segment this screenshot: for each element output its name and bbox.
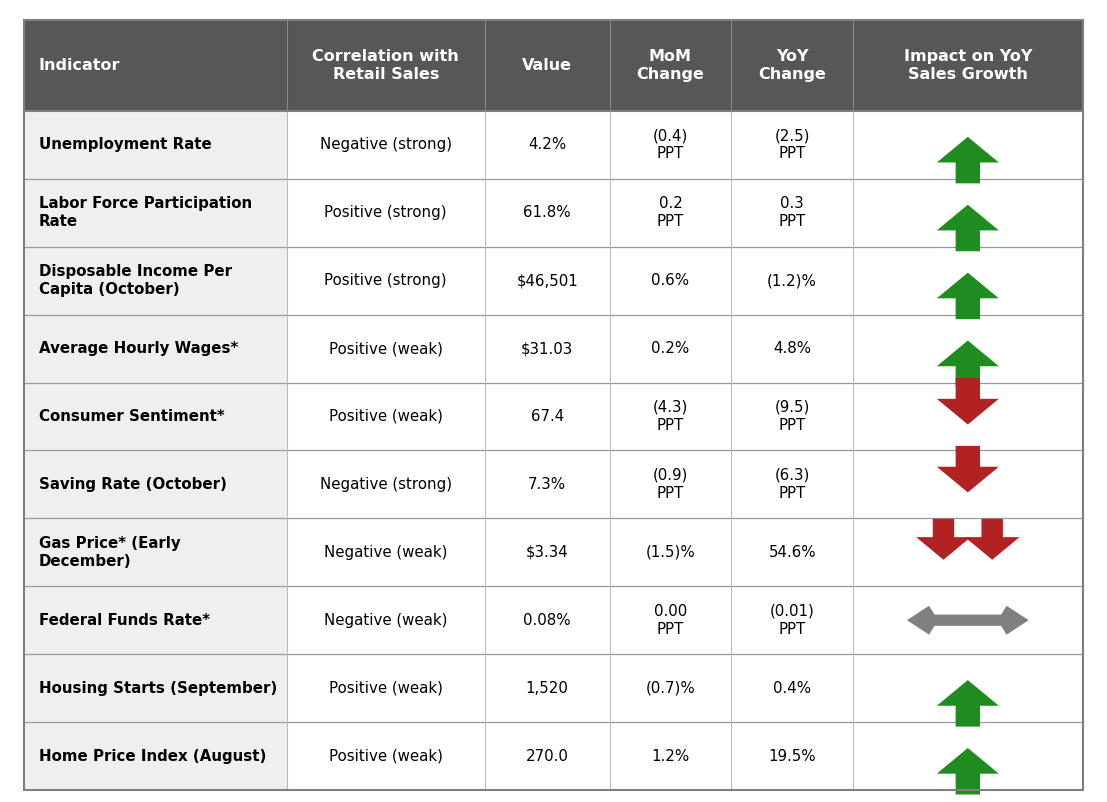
Text: (0.7)%: (0.7)% — [645, 681, 695, 695]
Text: (4.3)
PPT: (4.3) PPT — [653, 400, 689, 433]
Text: 1.2%: 1.2% — [651, 748, 690, 764]
Text: MoM
Change: MoM Change — [637, 49, 704, 82]
Text: (6.3)
PPT: (6.3) PPT — [775, 468, 810, 501]
Text: 4.8%: 4.8% — [773, 341, 811, 356]
Text: 67.4: 67.4 — [530, 409, 563, 424]
Text: 61.8%: 61.8% — [524, 205, 571, 221]
Text: Impact on YoY
Sales Growth: Impact on YoY Sales Growth — [903, 49, 1032, 82]
Text: Saving Rate (October): Saving Rate (October) — [39, 477, 227, 492]
Text: Unemployment Rate: Unemployment Rate — [39, 137, 211, 152]
Polygon shape — [937, 273, 999, 319]
Text: (2.5)
PPT: (2.5) PPT — [775, 128, 810, 161]
Text: Average Hourly Wages*: Average Hourly Wages* — [39, 341, 238, 356]
Polygon shape — [937, 446, 999, 492]
Text: 0.4%: 0.4% — [773, 681, 811, 695]
Bar — [24, 20, 1083, 111]
Text: Consumer Sentiment*: Consumer Sentiment* — [39, 409, 225, 424]
Bar — [24, 586, 287, 654]
Text: Negative (weak): Negative (weak) — [324, 613, 447, 628]
Bar — [24, 247, 287, 314]
Bar — [287, 383, 1083, 451]
Polygon shape — [937, 680, 999, 727]
Bar — [24, 383, 287, 451]
Text: (1.5)%: (1.5)% — [645, 545, 695, 560]
Text: Positive (strong): Positive (strong) — [324, 205, 447, 221]
Polygon shape — [937, 341, 999, 387]
Polygon shape — [917, 519, 971, 560]
Text: Negative (weak): Negative (weak) — [324, 545, 447, 560]
Text: 270.0: 270.0 — [526, 748, 569, 764]
Text: Positive (weak): Positive (weak) — [329, 341, 443, 356]
Bar — [287, 179, 1083, 247]
Text: Labor Force Participation
Rate: Labor Force Participation Rate — [39, 196, 252, 229]
Polygon shape — [937, 205, 999, 251]
Text: (0.01)
PPT: (0.01) PPT — [769, 604, 815, 637]
Bar — [287, 314, 1083, 383]
Bar — [287, 586, 1083, 654]
Text: $3.34: $3.34 — [526, 545, 569, 560]
Text: (0.4)
PPT: (0.4) PPT — [653, 128, 689, 161]
Bar — [24, 179, 287, 247]
Polygon shape — [907, 606, 1028, 634]
Bar — [287, 247, 1083, 314]
Text: (1.2)%: (1.2)% — [767, 273, 817, 288]
Text: 0.00
PPT: 0.00 PPT — [654, 604, 687, 637]
Bar — [287, 654, 1083, 722]
Text: 1,520: 1,520 — [526, 681, 569, 695]
Polygon shape — [937, 748, 999, 795]
Bar — [24, 654, 287, 722]
Bar — [287, 111, 1083, 179]
Text: 0.2%: 0.2% — [651, 341, 690, 356]
Text: Negative (strong): Negative (strong) — [320, 137, 452, 152]
Bar — [24, 451, 287, 518]
Text: (0.9)
PPT: (0.9) PPT — [653, 468, 689, 501]
Text: 4.2%: 4.2% — [528, 137, 567, 152]
Bar — [24, 111, 287, 179]
Text: Correlation with
Retail Sales: Correlation with Retail Sales — [312, 49, 459, 82]
Bar — [24, 314, 287, 383]
Bar — [24, 518, 287, 586]
Text: Indicator: Indicator — [39, 58, 121, 73]
Text: 0.08%: 0.08% — [524, 613, 571, 628]
Text: YoY
Change: YoY Change — [758, 49, 826, 82]
Text: 54.6%: 54.6% — [768, 545, 816, 560]
Text: (9.5)
PPT: (9.5) PPT — [775, 400, 810, 433]
Text: 0.6%: 0.6% — [651, 273, 690, 288]
Polygon shape — [937, 137, 999, 184]
Text: Home Price Index (August): Home Price Index (August) — [39, 748, 266, 764]
Text: 7.3%: 7.3% — [528, 477, 566, 492]
Text: Positive (strong): Positive (strong) — [324, 273, 447, 288]
Bar — [287, 722, 1083, 790]
Bar — [287, 518, 1083, 586]
Text: Value: Value — [523, 58, 572, 73]
Bar — [24, 722, 287, 790]
Text: 19.5%: 19.5% — [768, 748, 816, 764]
Polygon shape — [965, 519, 1020, 560]
Text: Housing Starts (September): Housing Starts (September) — [39, 681, 277, 695]
Text: 0.3
PPT: 0.3 PPT — [778, 196, 806, 229]
Text: Negative (strong): Negative (strong) — [320, 477, 452, 492]
Text: $31.03: $31.03 — [521, 341, 573, 356]
Bar — [287, 451, 1083, 518]
Text: Disposable Income Per
Capita (October): Disposable Income Per Capita (October) — [39, 264, 231, 298]
Text: Positive (weak): Positive (weak) — [329, 681, 443, 695]
Text: Gas Price* (Early
December): Gas Price* (Early December) — [39, 536, 180, 569]
Text: Positive (weak): Positive (weak) — [329, 748, 443, 764]
Text: Positive (weak): Positive (weak) — [329, 409, 443, 424]
Text: 0.2
PPT: 0.2 PPT — [656, 196, 684, 229]
Polygon shape — [937, 378, 999, 424]
Text: $46,501: $46,501 — [516, 273, 578, 288]
Text: Federal Funds Rate*: Federal Funds Rate* — [39, 613, 209, 628]
